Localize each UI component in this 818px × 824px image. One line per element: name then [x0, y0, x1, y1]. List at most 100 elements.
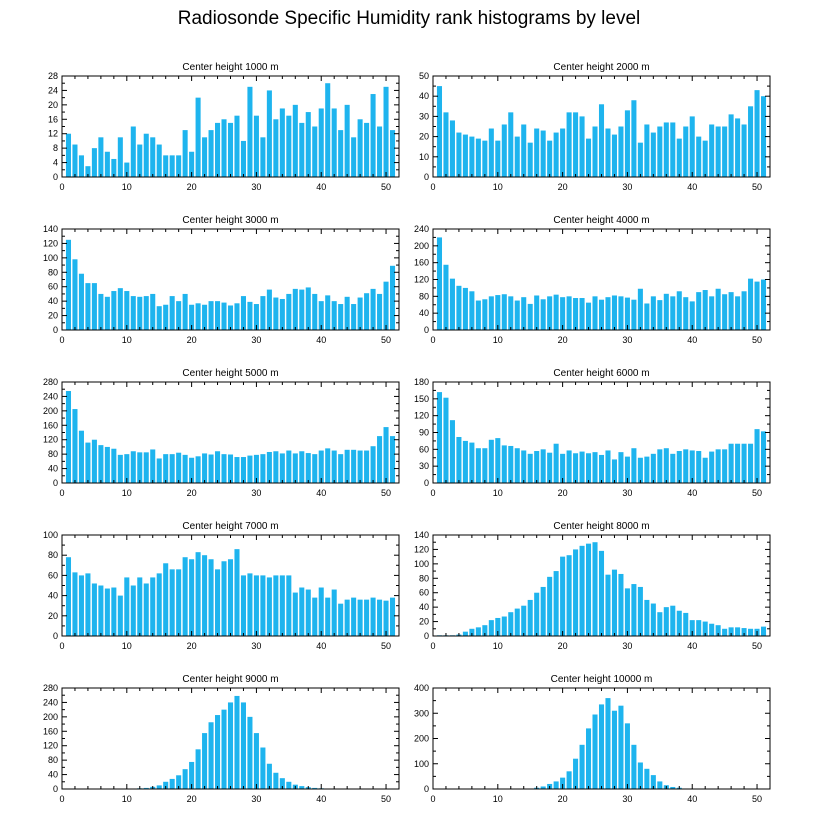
bar [553, 294, 559, 330]
bar [534, 451, 540, 483]
bar [508, 112, 514, 177]
bar [547, 452, 553, 483]
bar [104, 151, 110, 177]
bar [370, 597, 376, 636]
bar [683, 449, 689, 483]
bar [735, 627, 741, 636]
x-tick-label: 40 [687, 794, 697, 804]
bar [98, 137, 104, 177]
bar [325, 597, 331, 636]
bar [748, 443, 754, 483]
x-tick-label: 30 [251, 641, 261, 651]
bar [663, 293, 669, 330]
bar [436, 237, 443, 330]
y-tick-label: 140 [414, 530, 429, 540]
y-tick-label: 240 [414, 224, 429, 234]
bar [495, 295, 501, 330]
bar [657, 612, 663, 636]
bar [169, 569, 175, 636]
bar [124, 577, 130, 636]
bar [253, 304, 259, 330]
bar [266, 451, 272, 483]
y-tick-label: 100 [414, 759, 429, 769]
bar [540, 130, 546, 177]
bar [247, 573, 253, 636]
bar [325, 83, 331, 177]
bar [72, 409, 78, 483]
bar [514, 136, 520, 177]
x-tick-label: 50 [752, 641, 762, 651]
bar [566, 112, 572, 177]
bar [566, 555, 572, 636]
y-tick-label: 0 [424, 784, 429, 794]
y-tick-label: 40 [48, 296, 58, 306]
bar [488, 128, 494, 177]
y-tick-label: 120 [43, 238, 58, 248]
bar [722, 126, 728, 177]
bar [370, 446, 376, 483]
y-tick-label: 40 [48, 770, 58, 780]
bar [696, 136, 702, 177]
bar [169, 155, 175, 177]
y-tick-label: 300 [414, 708, 429, 718]
y-tick-label: 16 [48, 114, 58, 124]
y-tick-label: 200 [43, 712, 58, 722]
bar [208, 559, 214, 636]
bar [247, 716, 253, 789]
x-tick-label: 0 [59, 641, 64, 651]
y-tick-label: 60 [419, 444, 429, 454]
bar [169, 778, 175, 789]
bar [143, 133, 149, 177]
bar [312, 454, 318, 483]
x-tick-label: 50 [752, 794, 762, 804]
bar [482, 625, 488, 636]
y-tick-label: 80 [419, 291, 429, 301]
bar [469, 628, 475, 636]
bar [508, 612, 514, 636]
bar [137, 577, 143, 636]
bar [234, 457, 240, 483]
panel-chart-4: Center height 4000 m 0 10 20 30 40 50 0 40 80 120 1… [414, 215, 771, 345]
bar [292, 104, 298, 177]
bar [611, 569, 617, 636]
x-tick-label: 50 [381, 182, 391, 192]
bar [156, 306, 162, 330]
bar [475, 300, 481, 330]
bar [534, 592, 540, 636]
bar [598, 299, 605, 330]
bar [344, 599, 350, 636]
bar [364, 450, 370, 483]
x-tick-label: 0 [59, 182, 64, 192]
panel-chart-7: Center height 7000 m 0 10 20 30 40 50 0 20 40 60 80… [43, 521, 400, 651]
bar [137, 296, 143, 330]
bar [754, 429, 760, 483]
bar [221, 709, 227, 789]
bar [560, 128, 566, 177]
x-tick-label: 40 [316, 641, 326, 651]
bar [208, 722, 214, 789]
y-tick-label: 12 [48, 129, 58, 139]
bar [377, 293, 383, 330]
bar [579, 545, 585, 636]
bar [605, 574, 611, 636]
bar [475, 138, 481, 177]
bar [318, 587, 324, 636]
y-tick-label: 40 [419, 308, 429, 318]
bar [383, 427, 389, 483]
bar [286, 781, 292, 789]
bar [605, 450, 611, 483]
bar [527, 142, 533, 177]
bar [221, 561, 227, 636]
bar [689, 450, 695, 483]
bar [331, 450, 337, 483]
bar [657, 126, 663, 177]
x-tick-label: 10 [122, 641, 132, 651]
bar [715, 288, 721, 330]
x-tick-label: 40 [687, 182, 697, 192]
bar [598, 454, 605, 483]
bar [715, 126, 721, 177]
bar [624, 723, 630, 789]
bar [286, 293, 292, 330]
bar [202, 733, 208, 789]
bar [234, 115, 240, 177]
